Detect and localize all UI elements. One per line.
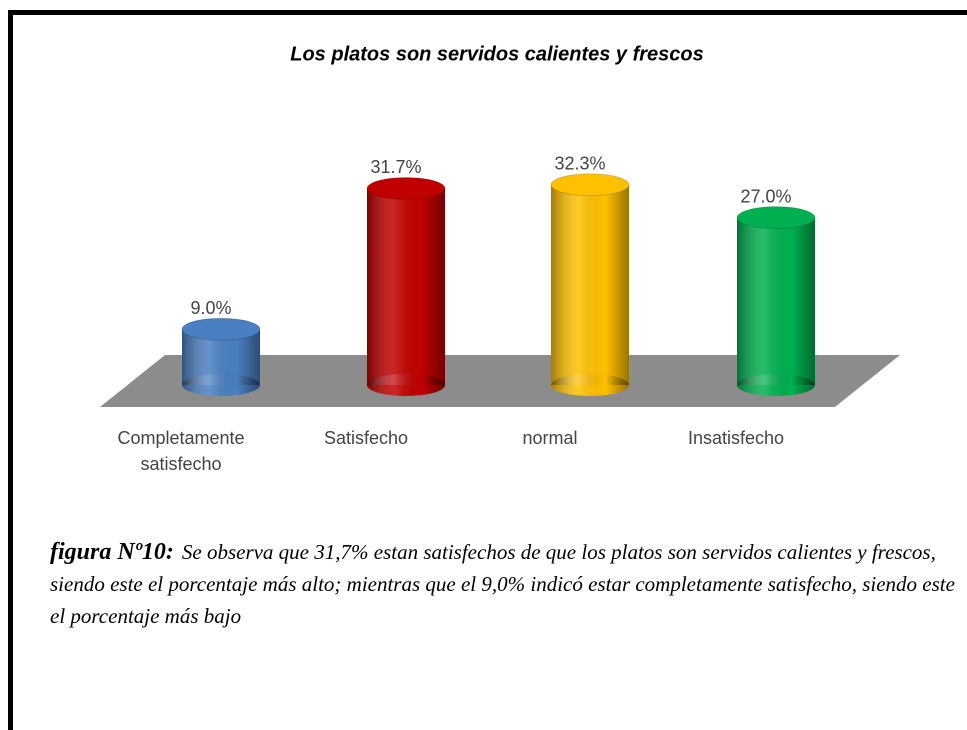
caption-label: figura Nº10: bbox=[50, 539, 174, 565]
cylinder-top bbox=[181, 317, 261, 341]
cylinder-shade bbox=[367, 188, 445, 385]
caption: figura Nº10: Se observa que 31,7% estan s… bbox=[50, 536, 965, 632]
x-tick-label: normal bbox=[522, 428, 578, 448]
cylinder-top bbox=[736, 206, 816, 230]
frame bbox=[8, 10, 967, 730]
chart-title: Los platos son servidos calientes y fres… bbox=[290, 43, 704, 65]
page: Los platos son servidos calientes y fres… bbox=[8, 10, 967, 730]
chart: Los platos son servidos calientes y fres… bbox=[100, 43, 900, 407]
caption-text: Se observa que 31,7% estan satisfechos d… bbox=[50, 540, 955, 628]
value-label: 31.7% bbox=[370, 157, 421, 177]
x-tick-label: Insatisfecho bbox=[687, 428, 785, 448]
value-label: 27.0% bbox=[740, 186, 791, 206]
cylinder-top bbox=[366, 176, 446, 200]
value-label: 9.0% bbox=[190, 298, 231, 318]
x-tick-label: Completamente satisfecho bbox=[117, 428, 245, 474]
x-tick-label: Satisfecho bbox=[323, 428, 409, 448]
cylinder-shade bbox=[737, 217, 815, 385]
floor bbox=[100, 355, 900, 407]
cylinder-shade bbox=[551, 184, 629, 385]
cylinder-top bbox=[550, 173, 630, 197]
value-label: 32.3% bbox=[554, 153, 605, 173]
